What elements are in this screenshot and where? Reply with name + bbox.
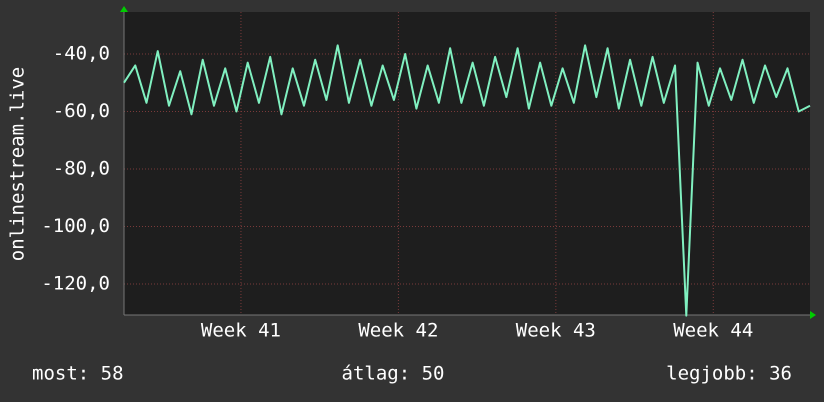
data-line xyxy=(123,44,811,317)
x-arrow xyxy=(810,311,816,319)
layer: -40,0 -60,0 -80,0 -100,0 -120,0 Week 41 Week 4… xyxy=(32,12,811,385)
x-tick-label: Week 41 xyxy=(201,320,281,342)
y-tick-label: -80,0 xyxy=(53,157,110,179)
y-axis-label: onlinestream.live xyxy=(7,67,29,261)
x-tick-label: Week 44 xyxy=(673,320,753,342)
y-tick-label: -40,0 xyxy=(53,42,110,64)
y-tick-label: -120,0 xyxy=(41,272,110,294)
y-tick-label: -100,0 xyxy=(41,215,110,237)
x-tick-label: Week 42 xyxy=(358,320,438,342)
stat-label: legjobb: 36 xyxy=(666,363,792,385)
y-arrow xyxy=(120,6,128,12)
stat-label: átlag: 50 xyxy=(342,363,445,385)
plot-area xyxy=(124,12,810,315)
x-tick-label: Week 43 xyxy=(516,320,596,342)
y-tick-label: -60,0 xyxy=(53,100,110,122)
stat-label: most: 58 xyxy=(32,363,124,385)
